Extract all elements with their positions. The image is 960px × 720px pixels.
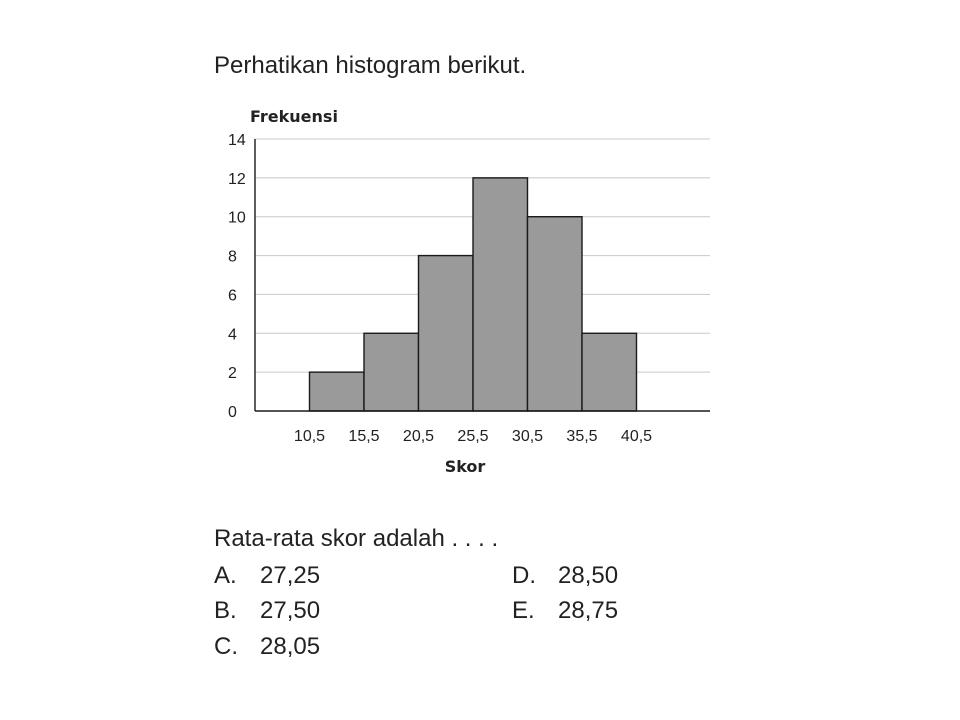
histogram-bar bbox=[363, 332, 420, 412]
histogram-chart: 0 2 4 6 8 10 12 14 10,5 15,5 20,5 25,5 30,5 35,5 40,5… bbox=[228, 107, 710, 476]
option-a: A. 27,25 bbox=[214, 562, 320, 590]
x-tick-label: 35,5 bbox=[566, 428, 597, 445]
axes bbox=[254, 139, 710, 412]
x-tick-labels: 10,5 15,5 20,5 25,5 30,5 35,5 40,5 bbox=[294, 428, 652, 445]
y-tick-label: 6 bbox=[228, 287, 237, 304]
option-e-letter: E. bbox=[512, 597, 535, 624]
option-b-value: 27,50 bbox=[260, 597, 321, 624]
bars bbox=[308, 177, 638, 412]
y-tick-label: 12 bbox=[228, 171, 246, 188]
histogram-bar bbox=[581, 332, 638, 412]
option-e: E. 28,75 bbox=[512, 597, 618, 625]
histogram-bar bbox=[417, 254, 474, 412]
option-b: B. 27,50 bbox=[214, 597, 320, 625]
y-tick-label: 0 bbox=[228, 404, 237, 421]
option-c: C. 28,05 bbox=[214, 633, 320, 661]
option-a-value: 27,25 bbox=[260, 562, 321, 589]
x-tick-label: 30,5 bbox=[512, 428, 543, 445]
y-axis-title: Frekuensi bbox=[250, 107, 338, 126]
option-d-letter: D. bbox=[512, 562, 536, 589]
histogram-bar bbox=[308, 371, 365, 412]
x-tick-label: 25,5 bbox=[457, 428, 488, 445]
question-text: Rata-rata skor adalah . . . . bbox=[214, 525, 499, 552]
y-tick-labels: 0 2 4 6 8 10 12 14 bbox=[228, 132, 246, 421]
x-tick-label: 40,5 bbox=[621, 428, 652, 445]
x-axis-title: Skor bbox=[445, 457, 486, 476]
y-tick-label: 8 bbox=[228, 249, 237, 266]
option-d-value: 28,50 bbox=[558, 562, 619, 589]
histogram-bar bbox=[526, 216, 583, 412]
histogram-bar bbox=[472, 177, 529, 412]
option-a-letter: A. bbox=[214, 562, 237, 589]
x-tick-label: 10,5 bbox=[294, 428, 325, 445]
x-tick-label: 20,5 bbox=[403, 428, 434, 445]
y-tick-label: 14 bbox=[228, 132, 246, 149]
option-c-value: 28,05 bbox=[260, 633, 321, 660]
y-tick-label: 10 bbox=[228, 210, 246, 227]
x-tick-label: 15,5 bbox=[348, 428, 379, 445]
y-tick-label: 4 bbox=[228, 326, 237, 343]
option-d: D. 28,50 bbox=[512, 562, 618, 590]
intro-text: Perhatikan histogram berikut. bbox=[214, 52, 527, 79]
y-tick-label: 2 bbox=[228, 365, 237, 382]
option-b-letter: B. bbox=[214, 597, 237, 624]
option-c-letter: C. bbox=[214, 633, 238, 660]
option-e-value: 28,75 bbox=[558, 597, 619, 624]
